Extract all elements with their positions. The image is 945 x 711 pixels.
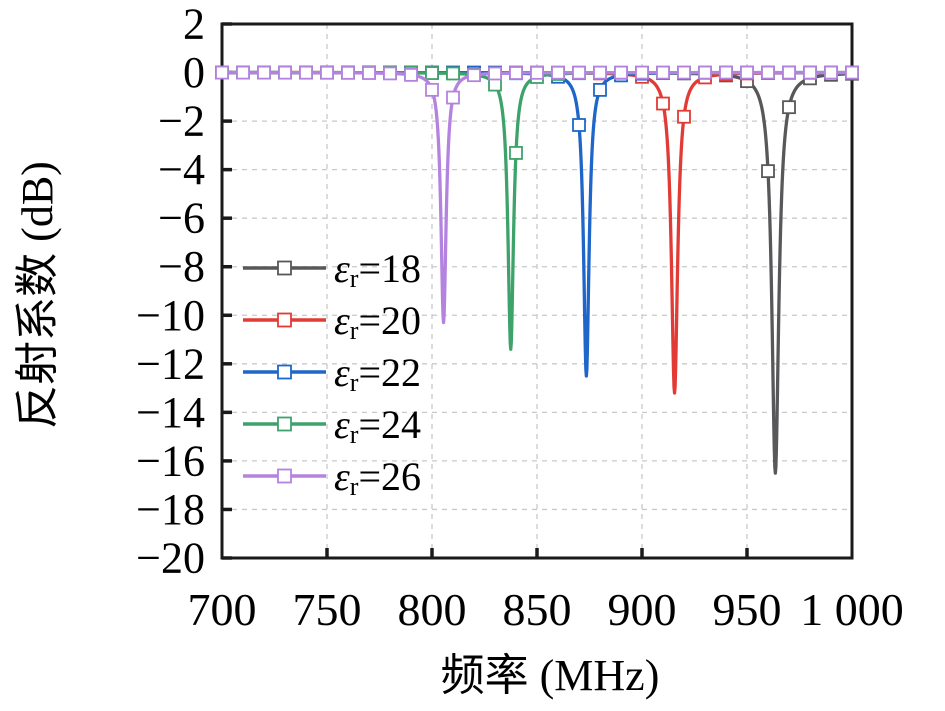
- series-marker-er-24: [509, 146, 523, 160]
- y-tick-label: 0: [183, 48, 205, 97]
- x-tick-label: 700: [188, 584, 257, 635]
- series-marker-er-22: [593, 82, 607, 97]
- series-marker-er-26: [362, 66, 376, 80]
- y-tick-label: −6: [158, 194, 205, 243]
- legend-label-er-18: εr=18: [334, 246, 421, 293]
- legend-marker-er-20: [277, 312, 292, 328]
- series-marker-er-26: [236, 65, 250, 80]
- legend-item-er-22: εr=22: [243, 350, 421, 397]
- legend-marker-er-24: [277, 416, 292, 432]
- series-marker-er-26: [677, 65, 691, 80]
- series-marker-er-18: [761, 164, 775, 179]
- x-tick-label: 850: [503, 584, 572, 635]
- gridlines: [222, 24, 852, 558]
- series-marker-er-26: [425, 82, 439, 97]
- series-marker-er-26: [719, 65, 733, 80]
- series-er-26: [215, 65, 859, 325]
- series-marker-er-26: [782, 65, 796, 80]
- legend-label-er-22: εr=22: [334, 350, 421, 397]
- series-marker-er-26: [761, 65, 775, 80]
- series-marker-er-26: [845, 65, 859, 80]
- series-marker-er-24: [425, 66, 439, 80]
- y-tick-label: −16: [136, 436, 205, 485]
- x-tick-label: 950: [713, 584, 782, 635]
- x-tick-label: 900: [608, 584, 677, 635]
- y-tick-label: −14: [136, 388, 205, 437]
- y-tick-label: −12: [136, 339, 205, 388]
- legend-marker-er-22: [277, 364, 292, 380]
- y-axis-label: 反射系数 (dB): [13, 161, 62, 429]
- series-marker-er-26: [740, 65, 754, 80]
- series-marker-er-26: [257, 65, 271, 80]
- series-marker-er-26: [656, 65, 670, 80]
- y-tick-label: −20: [136, 534, 205, 583]
- legend-item-er-24: εr=24: [243, 402, 421, 449]
- series-marker-er-26: [446, 90, 460, 105]
- legend: εr=18 εr=20 εr=22 εr=24 εr=26: [243, 246, 421, 501]
- series-marker-er-26: [299, 65, 313, 80]
- series-marker-er-26: [341, 65, 355, 80]
- series-marker-er-26: [467, 68, 481, 83]
- series-marker-er-26: [278, 65, 292, 80]
- x-axis-label: 频率 (MHz): [441, 651, 660, 700]
- data-series: [215, 65, 859, 475]
- y-tick-label: −8: [158, 242, 205, 291]
- series-marker-er-26: [215, 65, 229, 80]
- y-tick-label: −10: [136, 291, 205, 340]
- legend-label-er-24: εr=24: [334, 402, 421, 449]
- series-marker-er-26: [404, 67, 418, 82]
- x-tick-label: 800: [398, 584, 467, 635]
- series-marker-er-26: [593, 65, 607, 80]
- y-tick-label: 2: [183, 0, 205, 49]
- legend-label-er-20: εr=20: [334, 298, 421, 345]
- series-marker-er-26: [488, 66, 502, 81]
- x-tick-label: 750: [293, 584, 362, 635]
- tick-labels: 700 750 800 850 900 950 1 00020−2−4−6−8−10−12−…: [136, 0, 904, 635]
- series-marker-er-26: [614, 65, 628, 80]
- legend-label-er-26: εr=26: [334, 454, 421, 501]
- legend-marker-er-18: [277, 260, 292, 276]
- series-marker-er-24: [488, 77, 502, 92]
- series-marker-er-26: [509, 66, 523, 80]
- series-marker-er-24: [446, 66, 460, 81]
- series-marker-er-26: [383, 66, 397, 81]
- series-marker-er-20: [677, 109, 691, 124]
- series-marker-er-26: [572, 65, 586, 80]
- legend-marker-er-26: [277, 468, 292, 484]
- series-marker-er-26: [551, 65, 565, 80]
- legend-item-er-20: εr=20: [243, 298, 421, 345]
- series-marker-er-26: [320, 65, 334, 80]
- x-tick-label: 1 000: [800, 584, 904, 635]
- series-marker-er-22: [572, 118, 586, 132]
- y-tick-label: −18: [136, 485, 205, 534]
- series-marker-er-26: [824, 65, 838, 80]
- axis-ticks: [222, 22, 749, 560]
- series-marker-er-26: [698, 65, 712, 80]
- series-marker-er-26: [803, 65, 817, 80]
- series-marker-er-20: [656, 96, 670, 111]
- y-tick-label: −4: [158, 145, 205, 194]
- series-marker-er-26: [530, 65, 544, 80]
- series-marker-er-18: [782, 100, 796, 115]
- y-tick-label: −2: [158, 97, 205, 146]
- series-marker-er-26: [635, 65, 649, 80]
- legend-item-er-18: εr=18: [243, 246, 421, 293]
- legend-item-er-26: εr=26: [243, 454, 421, 501]
